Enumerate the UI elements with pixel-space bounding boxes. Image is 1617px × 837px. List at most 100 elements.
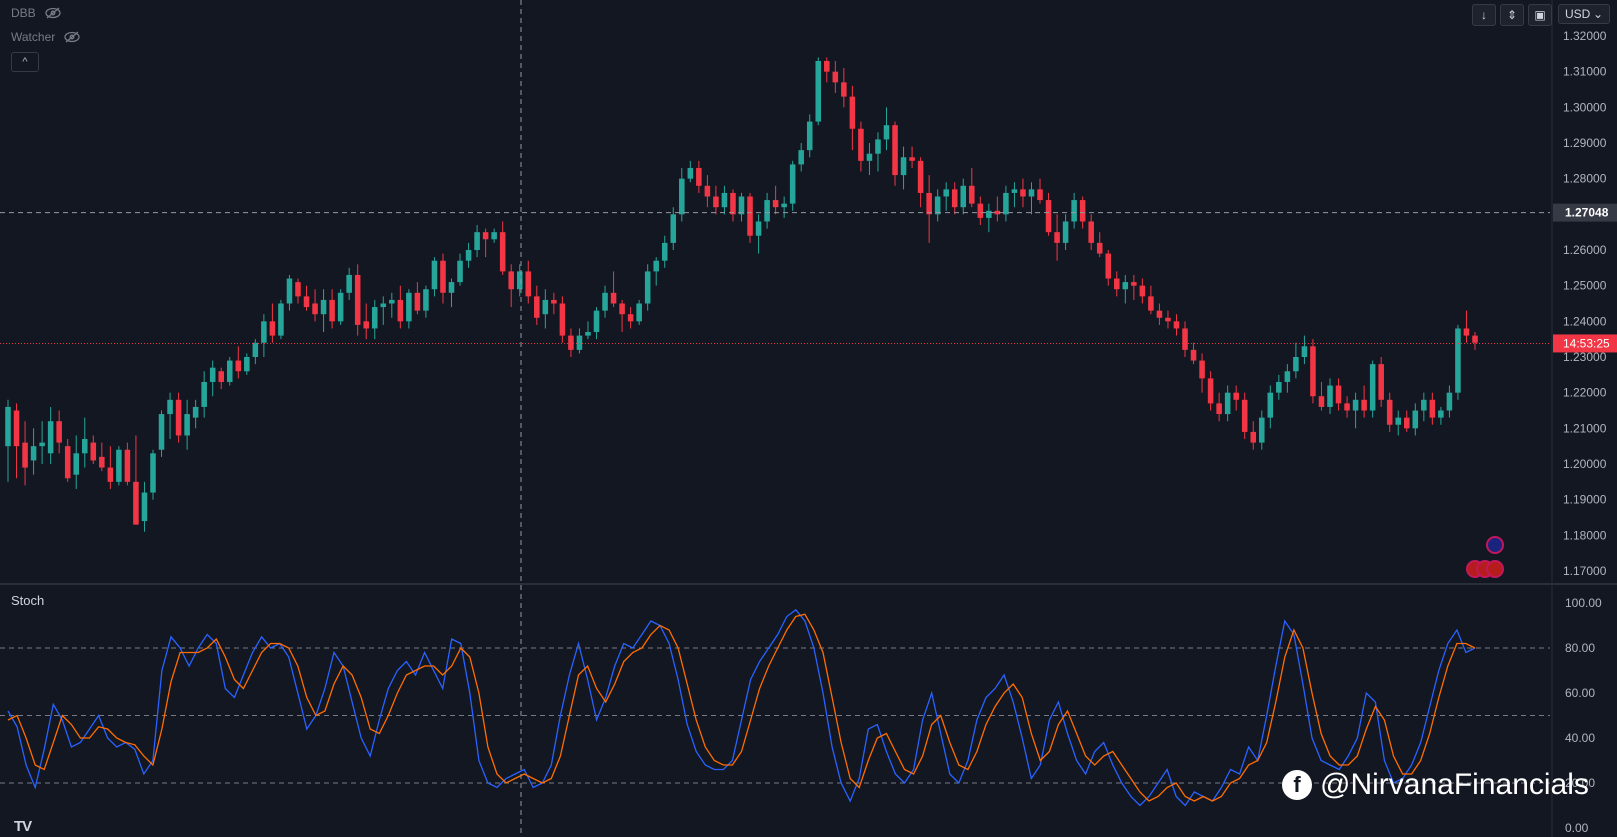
legend-watcher: Watcher — [11, 30, 81, 44]
candle — [551, 292, 557, 315]
candle-body — [1020, 189, 1026, 197]
candle-body — [175, 399, 182, 436]
candle-body — [158, 414, 165, 450]
stoch-tick-label: 40.00 — [1565, 731, 1595, 745]
currency-label: USD — [1565, 7, 1591, 21]
price-tick-label: 1.18000 — [1563, 528, 1607, 542]
candle — [158, 410, 165, 457]
candle-body — [235, 360, 242, 372]
candle-body — [1463, 328, 1470, 336]
price-tick-label: 1.17000 — [1563, 564, 1607, 578]
candle — [346, 267, 352, 300]
candle-body — [1472, 335, 1478, 343]
candle — [491, 228, 497, 243]
candle-body — [858, 128, 864, 161]
candle-body — [772, 200, 779, 208]
candle — [1122, 274, 1129, 304]
candle-body — [1344, 403, 1350, 411]
candle — [755, 214, 762, 254]
candle-body — [610, 292, 617, 304]
candle — [1037, 178, 1043, 204]
candle — [781, 196, 787, 218]
uk-flag-icon[interactable] — [1486, 536, 1504, 554]
candle-body — [892, 125, 898, 176]
candle-body — [491, 232, 497, 240]
candle — [866, 143, 873, 176]
stoch-tick-label: 80.00 — [1565, 641, 1595, 655]
candle — [64, 439, 71, 482]
candle — [482, 228, 489, 258]
candle — [730, 189, 736, 222]
candle-body — [1318, 396, 1325, 407]
candle-body — [337, 292, 344, 322]
candle-body — [576, 335, 583, 350]
candle — [1455, 324, 1461, 400]
candle-body — [1446, 392, 1453, 411]
candle-body — [39, 442, 45, 447]
fit-vertical-icon: ⇕ — [1506, 8, 1518, 22]
eye-off-icon[interactable] — [44, 7, 62, 19]
collapse-legend-button[interactable]: ^ — [11, 52, 39, 72]
candle-body — [832, 71, 839, 83]
candle — [1156, 303, 1163, 325]
candle-body — [397, 299, 404, 322]
candle — [1352, 392, 1359, 429]
candle — [1114, 271, 1120, 297]
candle — [943, 182, 949, 211]
stoch-d-line — [7, 613, 1476, 802]
candle-body — [994, 210, 1001, 215]
candle-body — [909, 157, 915, 161]
legend-dbb-label: DBB — [11, 6, 36, 20]
countdown-label: 14:53:25 — [1563, 336, 1610, 350]
candle — [1190, 342, 1197, 365]
candle-body — [414, 292, 421, 311]
price-tick-label: 1.31000 — [1563, 65, 1607, 79]
candle — [13, 403, 20, 479]
candle-body — [704, 185, 711, 197]
candle-body — [1412, 410, 1419, 429]
candle-body — [960, 185, 967, 208]
candle — [244, 353, 250, 375]
candle — [1045, 192, 1052, 236]
candle — [900, 146, 907, 190]
candle — [1344, 396, 1350, 418]
candle-body — [1216, 403, 1222, 415]
candle — [661, 235, 668, 268]
currency-select[interactable]: USD ⌄ — [1558, 4, 1610, 24]
candle-body — [406, 292, 412, 322]
candle — [1233, 385, 1239, 411]
candle-body — [303, 296, 310, 308]
candle-body — [747, 196, 753, 236]
candle — [883, 107, 890, 151]
stoch-tick-label: 0.00 — [1565, 821, 1589, 835]
candle — [457, 253, 463, 286]
crosshair-price-badge — [1553, 203, 1617, 222]
candle-body — [1079, 200, 1086, 222]
candle — [1310, 339, 1316, 404]
candle — [499, 221, 506, 275]
candle — [1276, 374, 1282, 400]
candle — [1071, 192, 1077, 229]
candle-body — [312, 303, 318, 315]
scroll-to-latest-button[interactable]: ↓ — [1472, 4, 1496, 26]
candle-body — [295, 282, 301, 297]
candle-body — [1173, 321, 1180, 329]
candle-body — [508, 271, 514, 290]
candle — [1062, 214, 1069, 250]
candle — [22, 421, 28, 486]
eye-off-icon[interactable] — [63, 31, 81, 43]
candle-body — [1037, 189, 1043, 201]
candle — [1463, 310, 1470, 343]
candle — [892, 121, 898, 186]
candle-body — [1028, 189, 1035, 197]
fullscreen-button[interactable]: ▣ — [1528, 4, 1552, 26]
fit-vertical-button[interactable]: ⇕ — [1500, 4, 1524, 26]
tradingview-logo[interactable]: TV — [14, 818, 32, 835]
candle — [1395, 410, 1402, 436]
candle-body — [1378, 364, 1384, 400]
candle — [1472, 332, 1478, 350]
us-flag-icon[interactable] — [1486, 560, 1504, 578]
candle — [1284, 364, 1291, 393]
candle — [465, 242, 472, 268]
